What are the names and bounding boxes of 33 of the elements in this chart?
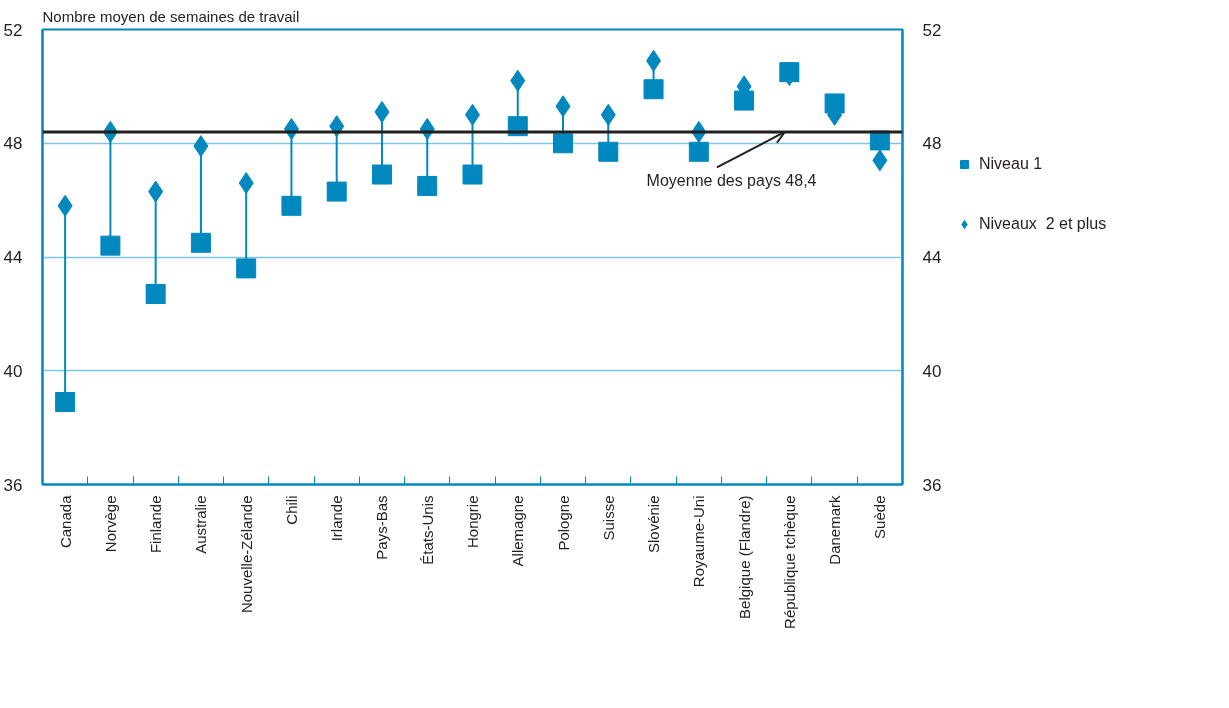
legend-label: Niveau 1 bbox=[979, 155, 1043, 174]
y-tick-label: 48 bbox=[3, 134, 23, 154]
x-tick-label: Irlande bbox=[328, 495, 346, 542]
x-tick-label: Pays-Bas bbox=[373, 495, 391, 560]
y-tick-label: 36 bbox=[3, 475, 23, 495]
x-tick-label: Pologne bbox=[554, 495, 572, 551]
x-tick-label: Norvège bbox=[101, 495, 119, 553]
legend-label: Niveaux 2 et plus bbox=[979, 215, 1107, 234]
ref-line-label: Moyenne des pays 48,4 bbox=[646, 171, 817, 189]
x-tick-label: Chili bbox=[282, 495, 300, 525]
y2-tick-label: 44 bbox=[922, 248, 942, 267]
y2-tick-label: 36 bbox=[922, 475, 942, 495]
x-tick-label: Finlande bbox=[147, 495, 165, 554]
x-tick-label: Slovénie bbox=[645, 495, 663, 554]
x-tick-label: Nouvelle-Zélande bbox=[237, 495, 255, 614]
x-tick-label: Danemark bbox=[826, 495, 844, 565]
y2-tick-label: 40 bbox=[922, 361, 942, 381]
x-tick-label: Hongrie bbox=[464, 495, 481, 549]
x-tick-label: Canada bbox=[56, 494, 74, 549]
x-tick-label: Suède bbox=[871, 495, 889, 539]
x-tick-label: Allemagne bbox=[509, 495, 527, 567]
y-tick-label: 40 bbox=[3, 361, 23, 381]
y2-tick-label: 48 bbox=[922, 134, 942, 154]
y-axis-title: Nombre moyen de semaines de travail bbox=[42, 7, 300, 25]
x-tick-label: Suisse bbox=[599, 495, 617, 541]
y2-tick-label: 52 bbox=[922, 20, 942, 40]
x-tick-label: États-Unis bbox=[418, 495, 436, 565]
x-tick-label: Australie bbox=[192, 495, 210, 554]
x-tick-label: Royaume-Uni bbox=[690, 495, 708, 588]
x-tick-label: Belgique (Flandre) bbox=[735, 495, 753, 619]
y-tick-label: 44 bbox=[3, 248, 23, 267]
x-tick-label: République tchèque bbox=[780, 495, 798, 629]
y-tick-label: 52 bbox=[3, 20, 23, 40]
